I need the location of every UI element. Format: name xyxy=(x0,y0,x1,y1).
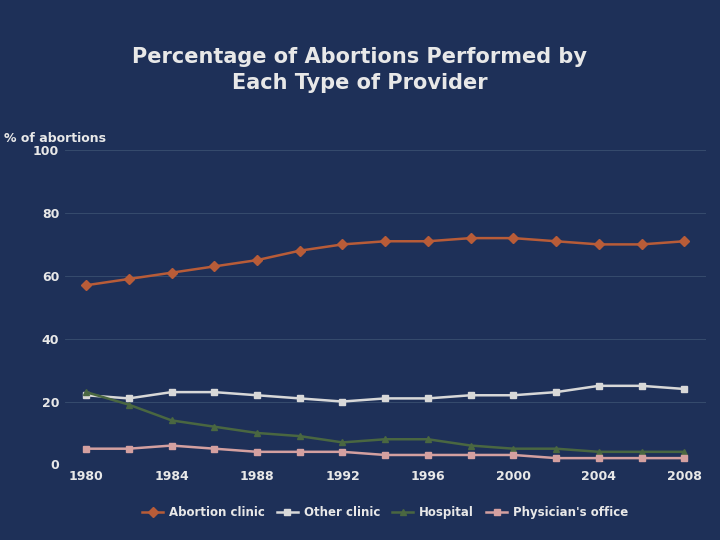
Hospital xyxy=(552,446,560,452)
Hospital xyxy=(295,433,304,440)
Other clinic xyxy=(637,382,646,389)
Hospital xyxy=(595,449,603,455)
Other clinic xyxy=(595,382,603,389)
Physician's office xyxy=(680,455,688,461)
Abortion clinic xyxy=(295,247,304,254)
Abortion clinic xyxy=(82,282,91,288)
Hospital xyxy=(338,439,347,446)
Other clinic xyxy=(552,389,560,395)
Physician's office xyxy=(381,452,390,458)
Abortion clinic xyxy=(552,238,560,245)
Hospital xyxy=(167,417,176,424)
Hospital xyxy=(423,436,432,442)
Physician's office xyxy=(509,452,518,458)
Hospital xyxy=(509,446,518,452)
Physician's office xyxy=(167,442,176,449)
Line: Abortion clinic: Abortion clinic xyxy=(83,235,688,289)
Abortion clinic xyxy=(467,235,475,241)
Other clinic xyxy=(338,399,347,405)
Abortion clinic xyxy=(210,263,219,269)
Physician's office xyxy=(295,449,304,455)
Physician's office xyxy=(338,449,347,455)
Hospital xyxy=(253,430,261,436)
Physician's office xyxy=(423,452,432,458)
Hospital xyxy=(467,442,475,449)
Physician's office xyxy=(595,455,603,461)
Other clinic xyxy=(210,389,219,395)
Hospital xyxy=(210,423,219,430)
Abortion clinic xyxy=(680,238,688,245)
Hospital xyxy=(637,449,646,455)
Line: Hospital: Hospital xyxy=(83,389,688,455)
Other clinic xyxy=(509,392,518,399)
Line: Other clinic: Other clinic xyxy=(83,382,688,405)
Hospital xyxy=(680,449,688,455)
Other clinic xyxy=(167,389,176,395)
Abortion clinic xyxy=(381,238,390,245)
Other clinic xyxy=(467,392,475,399)
Legend: Abortion clinic, Other clinic, Hospital, Physician's office: Abortion clinic, Other clinic, Hospital,… xyxy=(138,502,633,524)
Other clinic xyxy=(381,395,390,402)
Other clinic xyxy=(82,392,91,399)
Physician's office xyxy=(253,449,261,455)
Other clinic xyxy=(125,395,133,402)
Physician's office xyxy=(125,446,133,452)
Text: Percentage of Abortions Performed by
Each Type of Provider: Percentage of Abortions Performed by Eac… xyxy=(132,47,588,93)
Abortion clinic xyxy=(253,257,261,264)
Line: Physician's office: Physician's office xyxy=(83,442,688,462)
Physician's office xyxy=(467,452,475,458)
Physician's office xyxy=(210,446,219,452)
Physician's office xyxy=(82,446,91,452)
Abortion clinic xyxy=(338,241,347,248)
Hospital xyxy=(125,401,133,408)
Abortion clinic xyxy=(125,276,133,282)
Hospital xyxy=(82,389,91,395)
Physician's office xyxy=(637,455,646,461)
Abortion clinic xyxy=(637,241,646,248)
Abortion clinic xyxy=(167,269,176,276)
Other clinic xyxy=(295,395,304,402)
Abortion clinic xyxy=(423,238,432,245)
Other clinic xyxy=(423,395,432,402)
Physician's office xyxy=(552,455,560,461)
Other clinic xyxy=(680,386,688,392)
Text: % of abortions: % of abortions xyxy=(4,132,106,145)
Other clinic xyxy=(253,392,261,399)
Abortion clinic xyxy=(595,241,603,248)
Abortion clinic xyxy=(509,235,518,241)
Hospital xyxy=(381,436,390,442)
